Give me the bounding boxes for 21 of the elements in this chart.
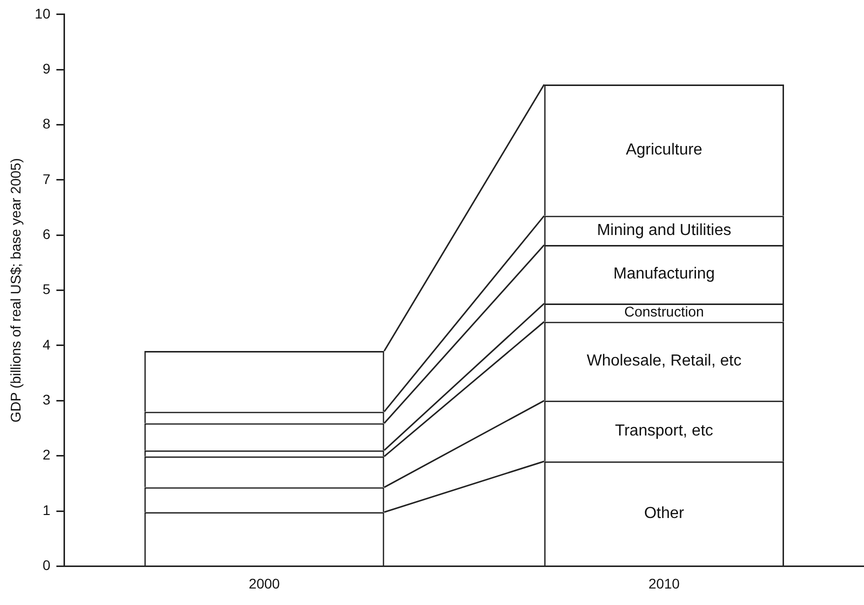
y-tick-label: 8 bbox=[42, 116, 51, 132]
series-label: Mining and Utilities bbox=[596, 222, 732, 239]
y-tick-label: 5 bbox=[42, 281, 51, 298]
series-label: Manufacturing bbox=[613, 266, 715, 283]
x-tick-label: 2000 bbox=[248, 575, 280, 592]
y-tick-label: 2 bbox=[42, 446, 51, 463]
y-axis-title: GDP (billions of real US$; base year 2005) bbox=[7, 158, 24, 422]
series-label: Agriculture bbox=[626, 142, 702, 159]
y-tick-label: 4 bbox=[42, 336, 51, 352]
y-tick-label: 0 bbox=[42, 557, 51, 574]
series-label: Other bbox=[644, 504, 685, 522]
series-label: Construction bbox=[624, 304, 704, 321]
y-tick-label: 10 bbox=[34, 5, 51, 22]
y-tick-label: 6 bbox=[42, 226, 51, 242]
x-tick-label: 2010 bbox=[648, 575, 680, 592]
y-tick-label: 1 bbox=[42, 502, 51, 518]
series-label: Transport, etc bbox=[615, 422, 714, 440]
y-tick-label: 7 bbox=[42, 170, 51, 187]
series-label: Wholesale, Retail, etc bbox=[586, 352, 742, 370]
y-tick-label: 9 bbox=[42, 60, 51, 76]
y-tick-label: 3 bbox=[42, 392, 51, 408]
